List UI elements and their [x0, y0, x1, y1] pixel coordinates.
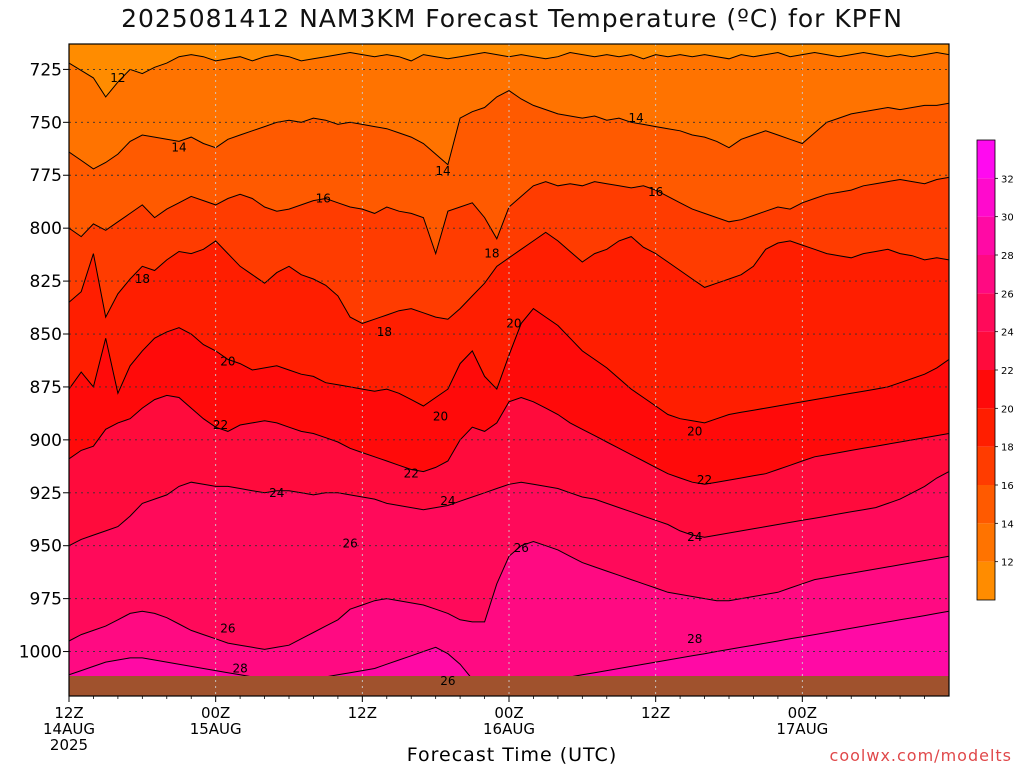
- contour-line-22: [69, 394, 949, 485]
- contour-label-20: 20: [506, 316, 521, 330]
- contour-label-24: 24: [687, 530, 702, 544]
- contour-label-18: 18: [484, 247, 499, 261]
- x-tick-label-18: 00Z 16AUG: [483, 704, 535, 738]
- contour-line-24: [69, 471, 949, 547]
- y-tick-label-950: 950: [30, 537, 62, 557]
- contour-line-12: [69, 51, 949, 98]
- colorbar-label-30: 30: [1001, 213, 1014, 224]
- colorbar-label-32: 32: [1001, 174, 1014, 185]
- contour-label-14: 14: [628, 111, 643, 125]
- x-tick-label-30: 00Z 17AUG: [776, 704, 828, 738]
- contour-label-18: 18: [135, 272, 150, 286]
- contour-label-20: 20: [220, 355, 235, 369]
- contour-label-16: 16: [648, 185, 663, 199]
- y-tick-label-800: 800: [30, 219, 62, 239]
- colorbar-segment-3: [977, 446, 995, 485]
- x-tick-label-24: 12Z: [641, 704, 670, 722]
- colorbar-label-20: 20: [1001, 404, 1014, 415]
- colorbar-segment-0: [977, 561, 995, 600]
- colorbar-label-18: 18: [1001, 443, 1014, 454]
- y-tick-label-825: 825: [30, 272, 62, 292]
- y-tick-label-1000: 1000: [19, 643, 62, 663]
- colorbar-label-14: 14: [1001, 519, 1014, 530]
- contour-label-16: 16: [316, 192, 331, 206]
- contour-label-18: 18: [377, 325, 392, 339]
- y-tick-label-850: 850: [30, 325, 62, 345]
- colorbar-segment-1: [977, 523, 995, 562]
- colorbar-label-24: 24: [1001, 328, 1014, 339]
- x-tick-label-0: 12Z 14AUG 2025: [43, 704, 95, 754]
- colorbar-segment-6: [977, 331, 995, 370]
- y-tick-label-875: 875: [30, 378, 62, 398]
- chart-title: 2025081412 NAM3KM Forecast Temperature (…: [121, 4, 903, 33]
- contour-label-22: 22: [213, 418, 228, 432]
- band-above-28: [69, 611, 949, 676]
- y-tick-label-750: 750: [30, 113, 62, 133]
- colorbar-label-26: 26: [1001, 289, 1014, 300]
- contour-label-14: 14: [171, 141, 186, 155]
- colorbar-segment-4: [977, 408, 995, 447]
- contour-label-28: 28: [232, 661, 247, 675]
- contour-label-20: 20: [687, 424, 702, 438]
- contour-label-22: 22: [404, 467, 419, 481]
- y-tick-label-900: 900: [30, 431, 62, 451]
- y-tick-label-775: 775: [30, 166, 62, 186]
- x-tick-label-6: 00Z 15AUG: [190, 704, 242, 738]
- contour-label-26: 26: [440, 674, 455, 688]
- contour-label-14: 14: [435, 164, 450, 178]
- contour-label-12: 12: [110, 71, 125, 85]
- contour-label-28: 28: [687, 632, 702, 646]
- contour-label-26: 26: [514, 541, 529, 555]
- colorbar-segment-7: [977, 293, 995, 332]
- contour-label-22: 22: [697, 473, 712, 487]
- colorbar-segment-2: [977, 485, 995, 524]
- colorbar-label-16: 16: [1001, 481, 1014, 492]
- contour-label-20: 20: [433, 410, 448, 424]
- y-tick-label-925: 925: [30, 484, 62, 504]
- contour-label-24: 24: [440, 494, 455, 508]
- filled-contours: [69, 44, 949, 676]
- x-tick-label-12: 12Z: [348, 704, 377, 722]
- x-axis-title: Forecast Time (UTC): [406, 744, 618, 766]
- contour-line-18: [69, 231, 949, 324]
- credit-text: coolwx.com/modelts: [829, 746, 1012, 765]
- colorbar-segment-9: [977, 216, 995, 255]
- contour-line-28: [69, 610, 949, 676]
- contour-label-26: 26: [220, 621, 235, 635]
- colorbar-segment-5: [977, 370, 995, 409]
- contour-label-26: 26: [342, 537, 357, 551]
- colorbar-segment-8: [977, 255, 995, 294]
- colorbar-label-12: 12: [1001, 558, 1014, 569]
- colorbar-segment-11: [977, 140, 995, 179]
- colorbar-label-22: 22: [1001, 366, 1014, 377]
- contour-label-24: 24: [269, 486, 284, 500]
- y-tick-label-975: 975: [30, 590, 62, 610]
- y-tick-label-725: 725: [30, 60, 62, 80]
- colorbar-segment-10: [977, 178, 995, 217]
- colorbar-label-28: 28: [1001, 251, 1014, 262]
